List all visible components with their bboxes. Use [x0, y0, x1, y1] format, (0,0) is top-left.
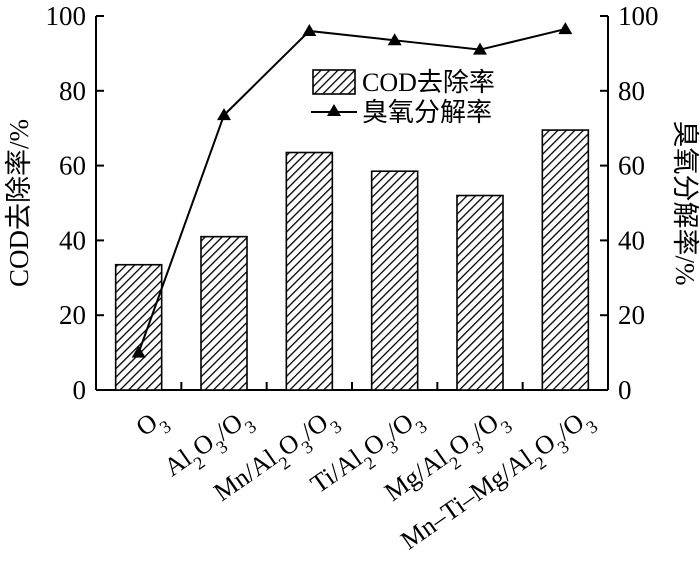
- left-tick-label: 80: [59, 76, 86, 106]
- left-tick-label: 60: [59, 151, 86, 181]
- right-tick-label: 80: [618, 76, 645, 106]
- line-marker: [473, 42, 487, 55]
- line-marker: [558, 22, 573, 35]
- left-axis-ticks: 0 20 40 60 80 100: [46, 1, 104, 405]
- line-marker: [387, 33, 402, 46]
- legend-bar-swatch: [312, 69, 356, 95]
- left-tick-label: 20: [59, 300, 86, 330]
- bar: [200, 235, 248, 391]
- line-marker: [217, 108, 231, 121]
- left-tick-label: 100: [46, 1, 87, 31]
- x-axis-ticks: [180, 382, 524, 390]
- ozone-line: [137, 28, 566, 353]
- right-tick-label: 20: [618, 300, 645, 330]
- right-axis-ticks: 0 20 40 60 80 100: [600, 1, 659, 405]
- bar: [541, 129, 590, 391]
- bar: [456, 194, 504, 391]
- bar: [370, 170, 419, 391]
- y2-axis-title: 臭氧分解率/%: [670, 121, 700, 286]
- legend-triangle-marker: [327, 104, 341, 116]
- right-tick-label: 100: [618, 1, 659, 31]
- legend-label-cod: COD去除率: [362, 68, 495, 97]
- left-tick-label: 0: [73, 375, 87, 405]
- right-tick-label: 0: [618, 375, 632, 405]
- line-series-ozone-decomposition: [131, 22, 573, 358]
- y-axis-title: COD去除率/%: [4, 119, 34, 287]
- right-tick-label: 40: [618, 225, 645, 255]
- bar: [285, 151, 334, 391]
- right-tick-label: 60: [618, 151, 645, 181]
- line-marker: [131, 345, 146, 358]
- left-tick-label: 40: [59, 225, 86, 255]
- legend: COD去除率 臭氧分解率: [311, 68, 495, 127]
- category-label: O3: [131, 402, 175, 448]
- bar: [114, 263, 163, 391]
- line-marker: [302, 23, 317, 36]
- category-labels: O3Al2O3/O3Mn/Al2O3/O3Ti/Al2O3/O3Mg/Al2O3…: [131, 402, 602, 555]
- bar-series-cod-removal: [114, 129, 590, 391]
- legend-label-ozone: 臭氧分解率: [362, 98, 492, 127]
